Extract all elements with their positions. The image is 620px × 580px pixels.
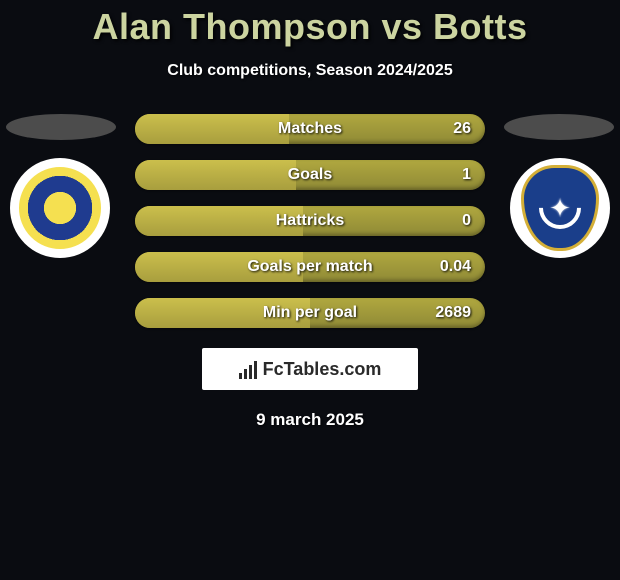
stat-label: Goals (135, 166, 485, 184)
stat-label: Matches (135, 120, 485, 138)
stat-value: 0 (462, 212, 471, 230)
right-player-shadow (504, 114, 614, 140)
stat-row: Hattricks0 (135, 206, 485, 236)
stat-label: Goals per match (135, 258, 485, 276)
brand-footer[interactable]: FcTables.com (202, 348, 418, 390)
right-club-badge: ✦ (510, 158, 610, 258)
brand-text: FcTables.com (263, 359, 382, 380)
portsmouth-badge-icon: ✦ (510, 158, 610, 258)
subtitle: Club competitions, Season 2024/2025 (0, 62, 620, 80)
stat-label: Hattricks (135, 212, 485, 230)
stat-label: Min per goal (135, 304, 485, 322)
bar-chart-icon (239, 359, 257, 379)
leeds-badge-icon (10, 158, 110, 258)
page-title: Alan Thompson vs Botts (0, 0, 620, 48)
stats-area: ✦ Matches26 Goals1 Hattricks0 Goals per mat… (0, 114, 620, 344)
stat-row: Min per goal2689 (135, 298, 485, 328)
left-player-shadow (6, 114, 116, 140)
date-label: 9 march 2025 (0, 410, 620, 430)
stat-value: 1 (462, 166, 471, 184)
stat-rows: Matches26 Goals1 Hattricks0 Goals per match… (135, 114, 485, 344)
stat-row: Goals per match0.04 (135, 252, 485, 282)
stat-row: Matches26 (135, 114, 485, 144)
stat-value: 0.04 (440, 258, 471, 276)
stat-value: 26 (453, 120, 471, 138)
left-club-badge (10, 158, 110, 258)
stat-row: Goals1 (135, 160, 485, 190)
stat-value: 2689 (435, 304, 471, 322)
